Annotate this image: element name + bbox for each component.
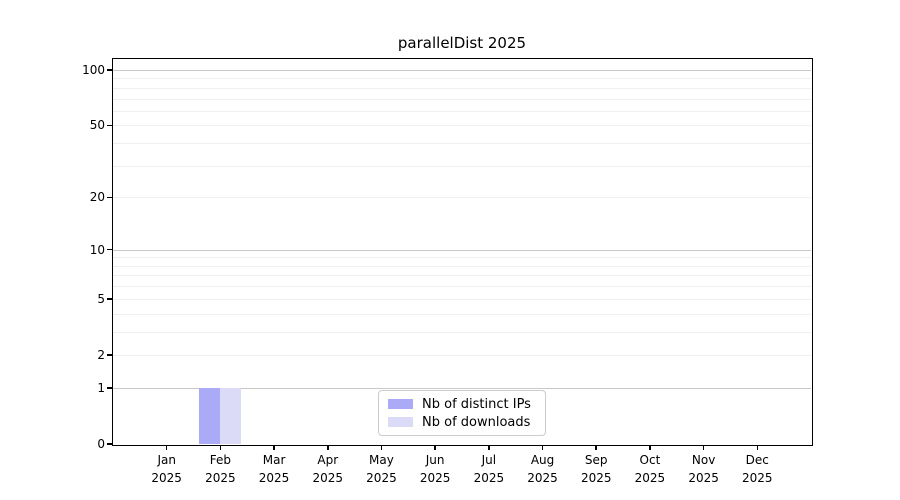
x-tick-year: 2025 (151, 471, 182, 485)
gridline-minor (113, 265, 811, 267)
y-axis-tick (107, 387, 113, 389)
gridline-minor (113, 275, 811, 277)
x-tick-month: Feb (209, 453, 231, 467)
y-axis-tick (107, 124, 113, 127)
y-axis-tick (107, 298, 113, 300)
y-axis-tick (107, 69, 113, 71)
gridline-minor (113, 286, 811, 288)
x-tick-year: 2025 (527, 471, 558, 485)
x-axis-tick (273, 445, 275, 450)
x-axis-tick (756, 445, 759, 450)
gridline-minor (113, 110, 811, 112)
y-tick-label: 100 (82, 63, 105, 78)
gridline-major (113, 70, 811, 72)
x-tick-month: Aug (530, 453, 555, 467)
x-tick-year: 2025 (419, 471, 451, 485)
chart-legend: Nb of distinct IPs Nb of downloads (378, 390, 546, 436)
gridline-minor (113, 87, 811, 89)
x-tick-month: Dec (745, 453, 769, 467)
x-axis-tick (219, 445, 222, 450)
x-tick-year: 2025 (205, 471, 236, 485)
x-tick-year: 2025 (312, 471, 344, 485)
bar-distinct-ips (199, 387, 221, 444)
x-axis-tick (649, 445, 651, 450)
y-tick-label: 20 (89, 190, 105, 205)
gridline-major (113, 387, 811, 389)
x-tick-label: Apr 2025 (300, 451, 356, 487)
gridline-minor (113, 165, 811, 167)
legend-swatch-distinct-ips-icon (388, 399, 413, 409)
x-axis-tick (488, 445, 490, 450)
y-tick-label: 10 (89, 242, 105, 257)
y-axis-tick (107, 443, 113, 445)
gridline-minor (113, 331, 811, 333)
x-axis-tick (702, 445, 705, 450)
x-tick-year: 2025 (473, 471, 505, 485)
y-tick-label: 5 (97, 291, 105, 306)
gridline-minor (113, 257, 811, 259)
x-tick-label: Jun 2025 (407, 451, 463, 487)
x-axis-tick (165, 445, 168, 450)
chart-title: parallelDist 2025 (397, 34, 527, 52)
x-tick-label: Oct 2025 (622, 451, 678, 487)
x-tick-year: 2025 (742, 471, 773, 485)
gridline-minor (113, 143, 811, 145)
x-tick-label: Dec 2025 (729, 451, 785, 487)
x-tick-label: Aug 2025 (515, 451, 571, 487)
x-tick-label: Feb 2025 (192, 451, 248, 487)
x-tick-label: Jan 2025 (139, 451, 195, 487)
x-axis-tick (541, 445, 544, 450)
x-tick-year: 2025 (580, 471, 612, 485)
x-tick-year: 2025 (634, 471, 666, 485)
x-tick-month: Oct (639, 453, 661, 467)
x-tick-label: Mar 2025 (246, 451, 302, 487)
legend-label-distinct-ips: Nb of distinct IPs (422, 396, 531, 412)
gridline-minor (113, 298, 811, 300)
y-tick-label: 1 (97, 380, 105, 395)
x-tick-label: Nov 2025 (676, 451, 732, 487)
y-tick-label: 50 (89, 118, 105, 133)
x-tick-label: May 2025 (353, 451, 409, 487)
x-tick-year: 2025 (366, 471, 397, 485)
x-axis-tick (380, 445, 383, 450)
legend-label-downloads: Nb of downloads (422, 414, 531, 430)
y-tick-label: 0 (97, 437, 105, 451)
gridline-major (113, 249, 811, 251)
gridline-minor (113, 78, 811, 80)
x-axis-tick (595, 445, 597, 450)
x-axis-tick (434, 445, 436, 450)
bar-downloads (220, 387, 242, 444)
x-tick-month: May (369, 453, 394, 467)
legend-row-downloads: Nb of downloads (388, 415, 536, 430)
gridline-minor (113, 197, 811, 199)
x-tick-year: 2025 (688, 471, 719, 485)
y-tick-label: 2 (97, 347, 105, 362)
gridline-minor (113, 125, 811, 127)
gridline-minor (113, 354, 811, 356)
x-tick-month: Mar (262, 453, 286, 467)
y-axis-tick (107, 354, 113, 356)
x-tick-month: Nov (691, 453, 716, 467)
y-axis-tick (107, 248, 113, 251)
x-tick-label: Sep 2025 (568, 451, 624, 487)
y-axis-tick (107, 196, 113, 199)
x-tick-month: Jun (425, 453, 445, 467)
x-tick-month: Jul (481, 453, 497, 467)
x-tick-label: Jul 2025 (461, 451, 517, 487)
x-tick-year: 2025 (258, 471, 290, 485)
x-axis-tick (327, 445, 329, 450)
x-tick-month: Jan (157, 453, 176, 467)
legend-swatch-downloads-icon (388, 417, 413, 427)
legend-row-distinct-ips: Nb of distinct IPs (388, 397, 536, 412)
gridline-minor (113, 98, 811, 100)
gridline-minor (113, 313, 811, 315)
x-tick-month: Apr (317, 453, 339, 467)
x-tick-month: Sep (584, 453, 608, 467)
